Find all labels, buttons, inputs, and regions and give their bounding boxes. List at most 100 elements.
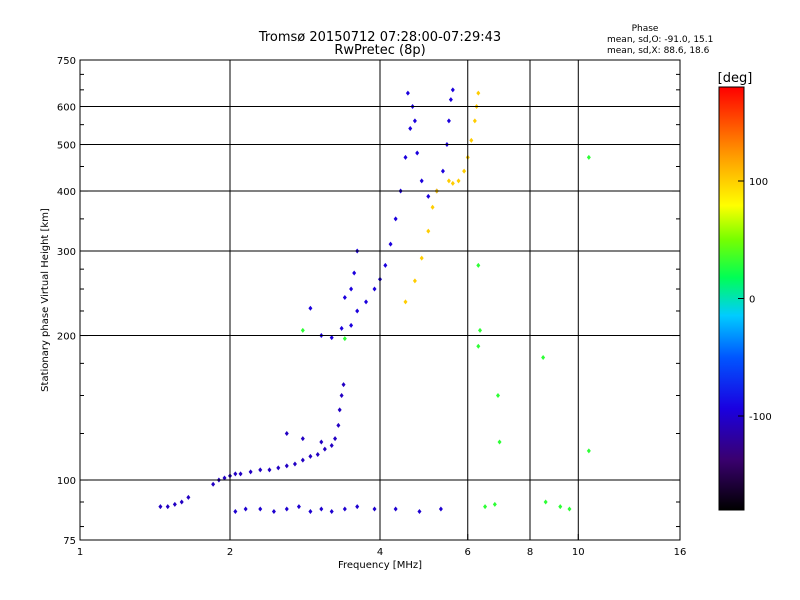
data-point bbox=[238, 471, 243, 477]
phase-info-line-x: mean, sd,X: 88.6, 18.6 bbox=[607, 46, 710, 56]
data-point bbox=[333, 436, 338, 442]
data-point bbox=[497, 439, 502, 445]
data-point bbox=[415, 150, 420, 156]
data-point bbox=[300, 457, 305, 463]
data-point bbox=[308, 508, 313, 514]
data-point bbox=[172, 501, 177, 507]
x-tick-label: 10 bbox=[572, 547, 585, 558]
trace-e-layer-echoes bbox=[158, 382, 346, 510]
data-point bbox=[248, 469, 253, 475]
data-point bbox=[355, 308, 360, 314]
data-point bbox=[393, 506, 398, 512]
trace-f-layer-extraordinary-trace bbox=[403, 90, 481, 305]
y-tick-label: 600 bbox=[57, 103, 76, 114]
data-point bbox=[469, 137, 474, 143]
data-point bbox=[342, 295, 347, 301]
data-point bbox=[342, 336, 347, 342]
data-point bbox=[258, 467, 263, 473]
data-point bbox=[446, 178, 451, 184]
data-point bbox=[438, 506, 443, 512]
data-point bbox=[476, 343, 481, 349]
data-point bbox=[315, 452, 320, 458]
x-tick-label: 16 bbox=[674, 547, 687, 558]
colorbar-label: [deg] bbox=[718, 71, 753, 86]
y-tick-label: 400 bbox=[57, 187, 76, 198]
y-tick-label: 75 bbox=[63, 536, 76, 547]
data-point bbox=[483, 504, 488, 510]
data-point bbox=[478, 327, 483, 333]
plot-area bbox=[158, 87, 591, 514]
data-point bbox=[292, 461, 297, 467]
data-point bbox=[329, 443, 334, 449]
data-point bbox=[355, 504, 360, 510]
data-point bbox=[558, 504, 563, 510]
data-point bbox=[541, 354, 546, 360]
data-point bbox=[403, 154, 408, 160]
data-point bbox=[211, 481, 216, 487]
x-tick-label: 1 bbox=[77, 547, 83, 558]
data-point bbox=[412, 278, 417, 284]
data-point bbox=[495, 393, 500, 399]
y-tick-label: 200 bbox=[57, 332, 76, 343]
data-point bbox=[222, 475, 227, 481]
y-tick-label: 750 bbox=[57, 56, 76, 67]
data-point bbox=[233, 471, 238, 477]
data-point bbox=[300, 327, 305, 333]
data-point bbox=[284, 431, 289, 437]
data-point bbox=[586, 448, 591, 454]
data-point bbox=[417, 508, 422, 514]
y-axis-label: Stationary phase Virtual Height [km] bbox=[40, 208, 51, 392]
data-point bbox=[349, 286, 354, 292]
x-tick-label: 8 bbox=[527, 547, 533, 558]
colorbar: [deg] 100 0 -100 bbox=[718, 71, 772, 511]
chart-title: Tromsø 20150712 07:28:00-07:29:43 bbox=[258, 30, 501, 45]
trace-sporadic-e bbox=[233, 504, 443, 514]
data-point bbox=[179, 499, 184, 505]
data-point bbox=[233, 508, 238, 514]
x-tick-label: 2 bbox=[227, 547, 233, 558]
data-point bbox=[448, 97, 453, 103]
data-point bbox=[430, 204, 435, 210]
data-point bbox=[243, 506, 248, 512]
data-point bbox=[543, 499, 548, 505]
data-point bbox=[284, 463, 289, 469]
data-point bbox=[456, 178, 461, 184]
data-point bbox=[322, 446, 327, 452]
data-point bbox=[408, 125, 413, 131]
data-point bbox=[472, 118, 477, 124]
data-point bbox=[339, 325, 344, 331]
data-point bbox=[336, 422, 341, 428]
data-point bbox=[258, 506, 263, 512]
data-point bbox=[300, 436, 305, 442]
data-point bbox=[383, 262, 388, 268]
colorbar-tick-label: 100 bbox=[749, 177, 768, 188]
data-point bbox=[158, 504, 163, 510]
x-tick-label: 6 bbox=[465, 547, 471, 558]
data-point bbox=[267, 467, 272, 473]
data-point bbox=[426, 193, 431, 199]
data-point bbox=[342, 506, 347, 512]
data-point bbox=[329, 508, 334, 514]
data-point bbox=[586, 154, 591, 160]
data-point bbox=[296, 504, 301, 510]
data-point bbox=[276, 465, 281, 471]
y-tick-label: 300 bbox=[57, 247, 76, 258]
data-point bbox=[337, 407, 342, 413]
data-point bbox=[450, 180, 455, 186]
data-point bbox=[352, 270, 357, 276]
data-point bbox=[419, 255, 424, 261]
data-point bbox=[284, 506, 289, 512]
data-point bbox=[319, 506, 324, 512]
data-point bbox=[476, 262, 481, 268]
colorbar-tick-label: 0 bbox=[749, 295, 755, 306]
phase-info-line-o: mean, sd,O: -91.0, 15.1 bbox=[607, 35, 713, 45]
data-point bbox=[186, 494, 191, 500]
data-point bbox=[462, 168, 467, 174]
colorbar-tick-label: -100 bbox=[749, 412, 772, 423]
data-point bbox=[329, 335, 334, 341]
data-point bbox=[426, 228, 431, 234]
axes: 1 2 4 6 8 10 16 75 100 200 300 400 500 600 750 bbox=[57, 56, 686, 558]
data-point bbox=[412, 118, 417, 124]
chart-subtitle: RwPretec (8p) bbox=[334, 43, 425, 58]
data-point bbox=[165, 504, 170, 510]
